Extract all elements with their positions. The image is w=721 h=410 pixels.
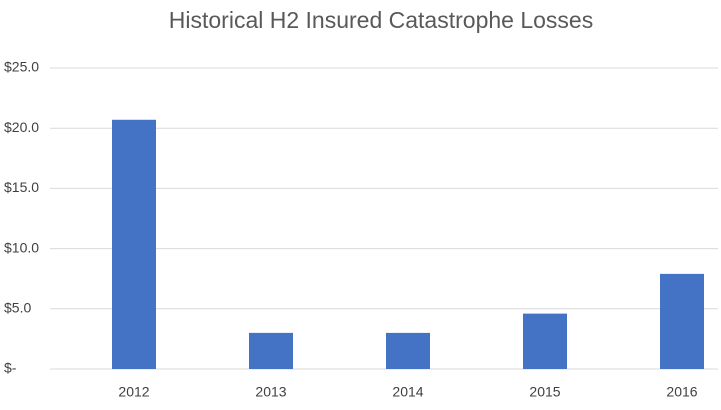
bar	[249, 332, 293, 369]
x-tick-label: 2012	[118, 384, 149, 400]
y-tick-label: $-	[4, 360, 17, 376]
bar	[660, 273, 704, 369]
x-tick-label: 2014	[392, 384, 423, 400]
bar	[523, 313, 567, 369]
y-tick-label: $20.0	[4, 119, 39, 135]
bar	[386, 332, 430, 369]
y-tick-label: $5.0	[4, 300, 31, 316]
x-tick-label: 2013	[255, 384, 286, 400]
y-tick-label: $10.0	[4, 239, 39, 255]
y-tick-label: $25.0	[4, 59, 39, 75]
y-tick-label: $15.0	[4, 179, 39, 195]
bar	[112, 119, 156, 369]
x-tick-label: 2016	[666, 384, 697, 400]
x-tick-label: 2015	[529, 384, 560, 400]
chart-title: Historical H2 Insured Catastrophe Losses	[169, 7, 593, 33]
